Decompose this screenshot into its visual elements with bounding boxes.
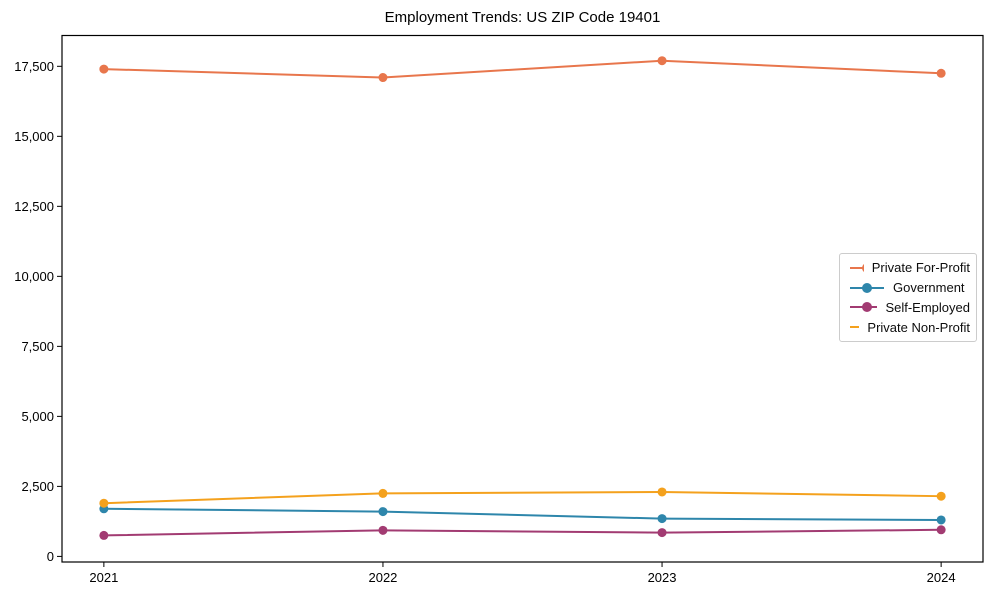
data-point-self-employed bbox=[936, 525, 946, 535]
legend-label-private-non-profit: Private Non-Profit bbox=[867, 319, 970, 335]
x-axis-tick-label: 2022 bbox=[368, 570, 397, 585]
y-axis-tick-label: 5,000 bbox=[21, 409, 54, 424]
series-line-government bbox=[103, 507, 942, 521]
y-axis-tick-label: 2,500 bbox=[21, 479, 54, 494]
series-line-private-non-profit bbox=[103, 490, 942, 505]
legend-marker-private-for-profit bbox=[850, 264, 864, 272]
data-point-self-employed bbox=[657, 528, 667, 538]
x-axis-tick-label: 2024 bbox=[927, 570, 956, 585]
legend-label-government: Government bbox=[893, 280, 965, 296]
series-line-self-employed bbox=[103, 528, 942, 537]
series-line-private-for-profit bbox=[103, 59, 942, 79]
y-axis-tick-label: 10,000 bbox=[14, 269, 54, 284]
data-point-private-for-profit bbox=[378, 73, 388, 83]
data-point-private-for-profit bbox=[99, 64, 109, 74]
data-point-government bbox=[936, 515, 946, 525]
y-axis-tick-label: 15,000 bbox=[14, 129, 54, 144]
data-point-private-for-profit bbox=[657, 56, 667, 66]
x-axis-tick-label: 2021 bbox=[89, 570, 118, 585]
y-axis-tick-label: 7,500 bbox=[21, 339, 54, 354]
legend-item-private-non-profit: Private Non-Profit bbox=[849, 318, 970, 337]
data-point-self-employed bbox=[378, 525, 388, 535]
y-axis-tick-label: 17,500 bbox=[14, 59, 54, 74]
legend-marker-government bbox=[850, 282, 884, 293]
legend-marker-private-non-profit bbox=[850, 326, 860, 329]
data-point-self-employed bbox=[99, 530, 109, 540]
chart-title: Employment Trends: US ZIP Code 19401 bbox=[384, 9, 661, 26]
legend-label-self-employed: Self-Employed bbox=[885, 299, 970, 315]
legend-marker-self-employed bbox=[850, 302, 878, 313]
data-point-private-non-profit bbox=[378, 488, 388, 498]
legend-item-private-for-profit: Private For-Profit bbox=[849, 258, 970, 277]
x-axis-tick-label: 2023 bbox=[648, 570, 677, 585]
data-point-government bbox=[657, 514, 667, 524]
data-point-private-for-profit bbox=[936, 68, 946, 78]
data-point-private-non-profit bbox=[936, 491, 946, 501]
data-point-private-non-profit bbox=[99, 498, 109, 508]
legend: Private For-Profit Government Self-Employe… bbox=[839, 253, 977, 342]
y-axis-tick-label: 0 bbox=[47, 549, 54, 564]
legend-label-private-for-profit: Private For-Profit bbox=[871, 260, 970, 276]
legend-item-government: Government bbox=[849, 278, 970, 297]
legend-item-self-employed: Self-Employed bbox=[849, 298, 970, 317]
data-point-private-non-profit bbox=[657, 487, 667, 497]
axes-spines bbox=[61, 34, 984, 563]
y-axis-tick-label: 12,500 bbox=[14, 199, 54, 214]
data-point-government bbox=[378, 507, 388, 517]
